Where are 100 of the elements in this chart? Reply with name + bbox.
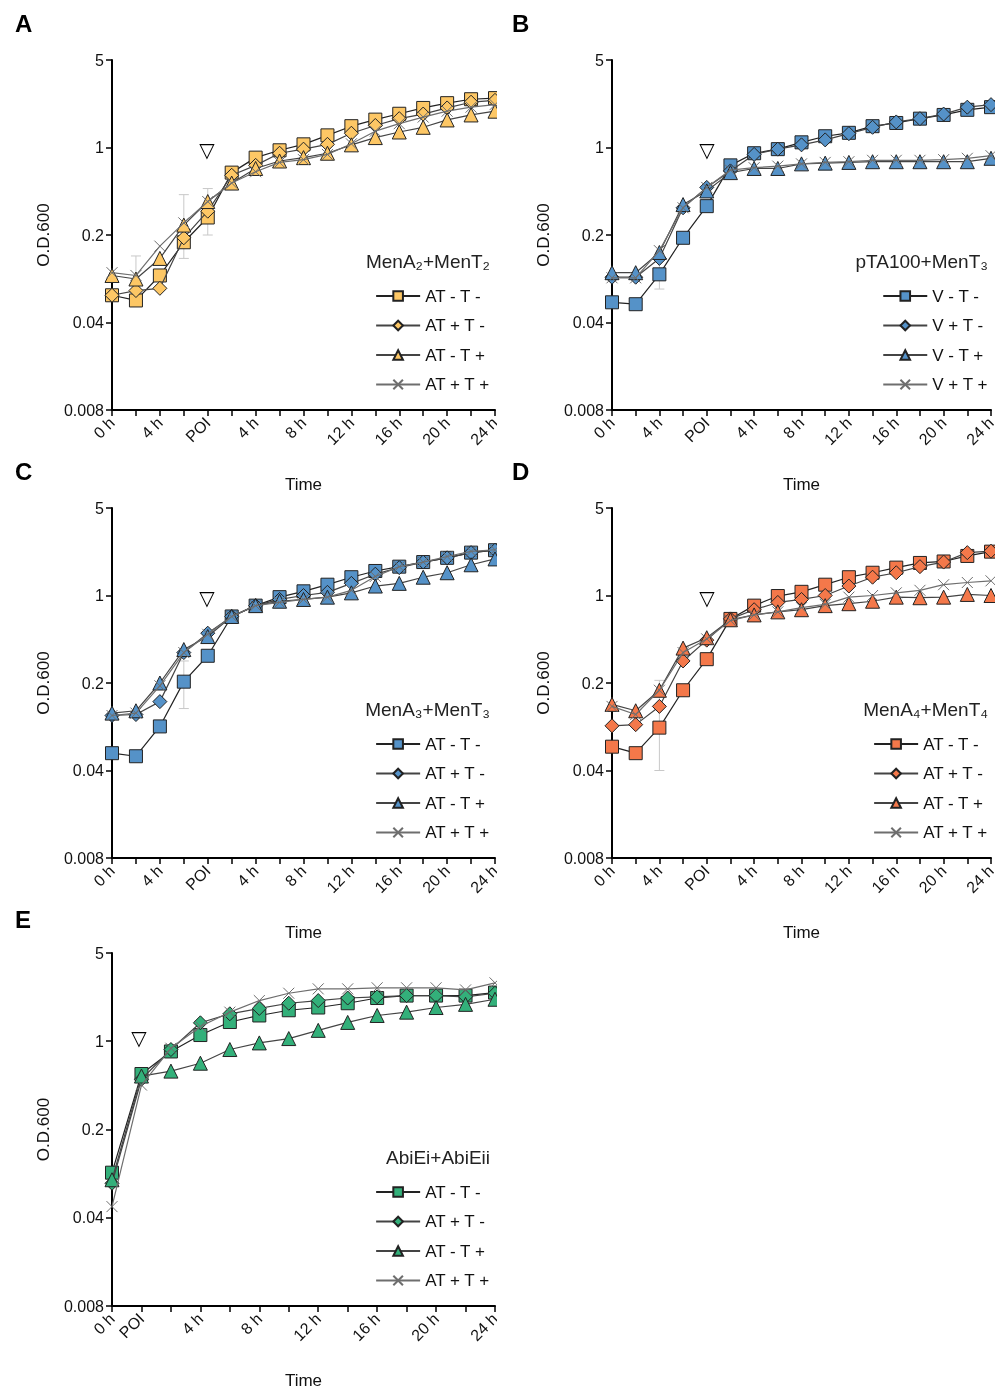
- x-axis-title: Time: [782, 923, 821, 942]
- y-tick-label: 1: [595, 139, 605, 156]
- x-tick-label: 12 h: [290, 1309, 325, 1345]
- x-tick-label: 24 h: [962, 861, 995, 897]
- y-tick-label: 0.04: [72, 314, 105, 331]
- legend-label: V + T -: [932, 316, 984, 335]
- legend-label: V - T -: [932, 286, 979, 306]
- y-tick-label: 0.008: [63, 1297, 105, 1315]
- legend-label: AT - T -: [425, 734, 481, 754]
- y-tick-label: 5: [595, 51, 605, 69]
- y-tick-label: 0.04: [572, 314, 605, 331]
- legend-label: AT - T +: [425, 345, 485, 365]
- legend-label: AT - T +: [425, 1241, 485, 1261]
- y-tick-label: 5: [595, 499, 605, 517]
- x-tick-label: POI: [115, 1309, 148, 1342]
- x-tick-label: 4 h: [233, 413, 262, 442]
- y-tick-label: 0.008: [63, 849, 105, 867]
- y-tick-label: 0.2: [581, 674, 605, 692]
- x-tick-label: 12 h: [323, 413, 358, 449]
- y-tick-label: 0.008: [563, 849, 605, 867]
- legend-title: MenA₃+MenT₃: [365, 699, 491, 720]
- annotation: ▽: [699, 138, 716, 162]
- x-tick-label: 4 h: [637, 413, 666, 442]
- x-tick-label: 12 h: [820, 413, 855, 449]
- legend-label: AT - T +: [425, 793, 485, 813]
- y-axis-title: O.D.600: [34, 203, 53, 267]
- x-axis-title: Time: [782, 475, 821, 494]
- y-tick-label: 0.04: [72, 762, 105, 779]
- x-tick-label: 8 h: [779, 413, 808, 442]
- x-tick-label: 4 h: [138, 861, 166, 890]
- legend-label: V + T +: [932, 375, 988, 394]
- annotation: ▽: [199, 586, 216, 610]
- y-tick-label: 0.2: [81, 674, 105, 692]
- x-tick-label: 20 h: [419, 861, 454, 897]
- x-axis-title: Time: [284, 475, 323, 494]
- y-tick-label: 5: [95, 51, 105, 69]
- x-tick-label: 8 h: [281, 861, 310, 890]
- legend-label: AT - T -: [425, 286, 481, 306]
- x-tick-label: 20 h: [915, 861, 950, 897]
- chart-title: A: [15, 9, 33, 37]
- x-tick-label: 20 h: [419, 413, 454, 449]
- y-axis-title: O.D.600: [34, 651, 53, 715]
- y-axis-title: O.D.600: [534, 651, 553, 715]
- legend-label: AT + T -: [425, 1212, 485, 1231]
- x-tick-label: 8 h: [779, 861, 808, 890]
- legend-title: MenA₄+MenT₄: [863, 699, 989, 720]
- y-axis-title: O.D.600: [534, 203, 553, 267]
- annotation: ▽: [199, 138, 216, 162]
- y-tick-label: 5: [95, 499, 105, 517]
- y-tick-label: 0.008: [563, 401, 605, 419]
- x-tick-label: 8 h: [237, 1309, 266, 1338]
- legend-label: AT - T -: [923, 734, 979, 754]
- legend-label: AT - T +: [923, 793, 983, 813]
- x-tick-label: 12 h: [820, 861, 855, 897]
- legend-label: AT + T -: [425, 316, 485, 335]
- chart-title: D: [512, 457, 530, 485]
- chart-title: B: [512, 9, 530, 37]
- annotation: ▽: [131, 1026, 148, 1050]
- x-axis-title: Time: [284, 1371, 323, 1390]
- legend-label: AT + T +: [923, 823, 988, 842]
- x-tick-label: 16 h: [349, 1309, 384, 1345]
- x-tick-label: POI: [681, 413, 713, 446]
- x-tick-label: POI: [182, 413, 214, 446]
- y-tick-label: 1: [95, 139, 105, 156]
- legend-title: pTA100+MenT₃: [855, 251, 989, 272]
- x-tick-label: POI: [681, 861, 713, 894]
- x-tick-label: 4 h: [732, 861, 761, 890]
- y-tick-label: 0.2: [81, 1121, 105, 1138]
- x-tick-label: 4 h: [637, 861, 666, 890]
- legend-label: AT + T +: [425, 823, 490, 842]
- legend-label: AT + T +: [425, 375, 490, 394]
- chart-title: E: [15, 905, 32, 933]
- y-tick-label: 0.04: [72, 1209, 105, 1227]
- x-tick-label: 4 h: [732, 413, 761, 442]
- x-tick-label: 8 h: [281, 413, 310, 442]
- x-axis-title: Time: [284, 923, 323, 942]
- y-tick-label: 0.2: [581, 226, 605, 244]
- annotation: ▽: [699, 586, 716, 610]
- x-tick-label: 20 h: [915, 413, 950, 449]
- y-tick-label: 1: [95, 587, 105, 604]
- legend-label: V - T +: [932, 345, 984, 365]
- x-tick-label: 16 h: [371, 413, 406, 449]
- y-tick-label: 0.2: [81, 226, 105, 244]
- x-tick-label: POI: [182, 861, 214, 894]
- legend-label: AT + T -: [425, 764, 485, 783]
- y-tick-label: 1: [595, 587, 605, 604]
- y-tick-label: 5: [95, 944, 105, 962]
- legend-title: AbiEi+AbiEii: [385, 1147, 490, 1168]
- y-tick-label: 0.008: [63, 401, 105, 419]
- legend-label: AT - T -: [425, 1182, 481, 1202]
- legend-label: AT + T -: [923, 764, 983, 783]
- y-axis-title: O.D.600: [34, 1097, 53, 1162]
- x-tick-label: 4 h: [138, 413, 166, 442]
- x-tick-label: 4 h: [233, 861, 262, 890]
- chart-title: C: [15, 457, 33, 485]
- y-tick-label: 0.04: [572, 762, 605, 779]
- y-tick-label: 1: [95, 1032, 105, 1050]
- x-tick-label: 16 h: [868, 861, 903, 897]
- x-tick-label: 16 h: [868, 413, 903, 449]
- x-tick-label: 16 h: [371, 861, 406, 897]
